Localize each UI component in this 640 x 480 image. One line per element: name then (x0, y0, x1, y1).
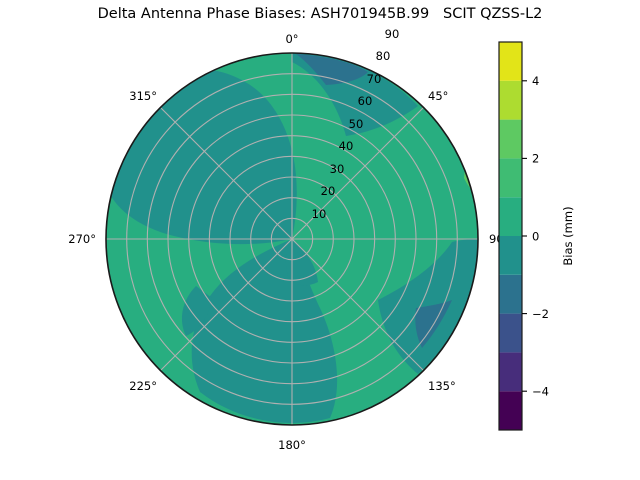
colorbar-band-5 (499, 197, 522, 236)
polar-axis-outline (105, 52, 479, 426)
colorbar-tick-labels: −4 −2 0 2 4 (532, 74, 549, 398)
radial-tick-50: 50 (349, 117, 364, 131)
angular-tick-135: 135° (428, 379, 456, 393)
radial-tick-60: 60 (358, 94, 373, 108)
page-title: Delta Antenna Phase Biases: ASH701945B.9… (97, 6, 543, 22)
radial-tick-40: 40 (339, 139, 354, 153)
colorbar-band-7 (499, 119, 522, 159)
colorbar-tick-minus2: −2 (532, 307, 549, 321)
radial-tick-10: 10 (312, 207, 327, 221)
radial-tick-20: 20 (321, 184, 336, 198)
colorbar-band-4 (499, 236, 522, 275)
angular-tick-labels: 0° 45° 90° 135° 180° 225° 270° 315° (68, 32, 509, 452)
colorbar-band-6 (499, 158, 522, 198)
angular-tick-270: 270° (68, 232, 96, 246)
colorbar-band-1 (499, 352, 522, 392)
angular-tick-315: 315° (129, 89, 157, 103)
colorbar-ticks (522, 80, 527, 392)
angular-tick-225: 225° (129, 379, 157, 393)
colorbar[interactable]: −4 −2 0 2 4 Bias (mm) (498, 41, 575, 431)
colorbar-tick-minus4: −4 (532, 385, 549, 399)
polar-data-region (106, 53, 478, 425)
polar-grid (106, 53, 478, 425)
radial-tick-30: 30 (330, 162, 345, 176)
radial-tick-labels: 10 20 30 40 50 60 70 80 90 (312, 27, 400, 221)
colorbar-tick-2: 2 (532, 152, 539, 166)
angular-tick-45: 45° (428, 89, 448, 103)
angular-tick-180: 180° (278, 438, 306, 452)
radial-tick-70: 70 (367, 72, 382, 86)
colorbar-band-8 (499, 80, 522, 120)
colorbar-tick-0: 0 (532, 229, 539, 243)
colorbar-tick-4: 4 (532, 74, 539, 88)
radial-tick-90: 90 (385, 27, 400, 41)
radial-tick-80: 80 (376, 49, 391, 63)
colorbar-axis-label: Bias (mm) (561, 206, 575, 265)
colorbar-band-9 (499, 42, 522, 81)
angular-tick-0: 0° (285, 32, 298, 46)
colorbar-band-0 (499, 391, 522, 430)
colorbar-band-3 (499, 274, 522, 314)
colorbar-bands (499, 42, 522, 430)
colorbar-band-2 (499, 313, 522, 353)
